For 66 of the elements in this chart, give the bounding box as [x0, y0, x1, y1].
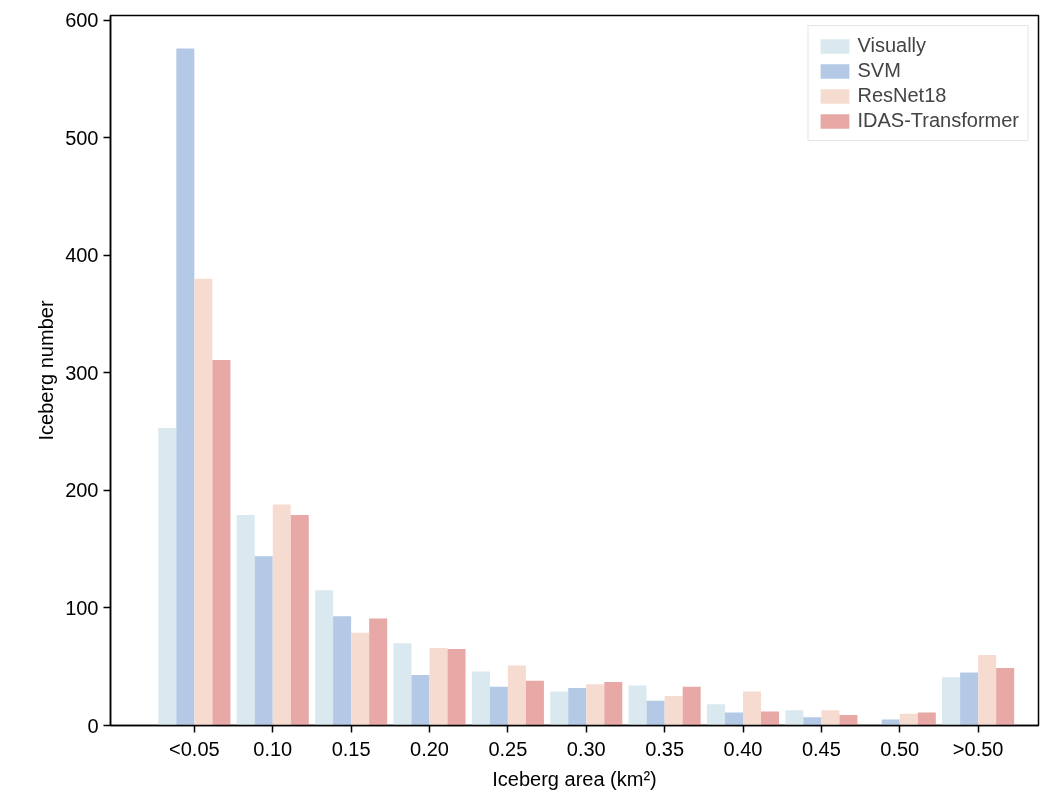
bar — [743, 691, 762, 726]
bar — [942, 677, 961, 726]
bar — [761, 711, 780, 726]
bar — [664, 696, 683, 726]
bar — [290, 515, 309, 726]
bar — [447, 649, 466, 726]
bar — [803, 717, 822, 726]
bar — [351, 632, 370, 726]
bar — [176, 48, 195, 726]
x-tick-label: 0.30 — [566, 737, 606, 760]
bar — [507, 665, 526, 726]
y-tick-label: 500 — [65, 126, 99, 149]
x-tick-label: 0.40 — [723, 737, 763, 760]
bar — [960, 672, 979, 726]
legend-label: ResNet18 — [857, 84, 947, 107]
legend-label: SVM — [857, 59, 901, 82]
bar — [194, 278, 213, 726]
bar — [369, 618, 388, 726]
x-tick-label: 0.20 — [410, 737, 449, 760]
y-axis-title: Iceberg number — [35, 300, 58, 441]
bar — [411, 674, 430, 726]
bar — [604, 682, 623, 726]
bar — [785, 710, 804, 726]
bar — [996, 667, 1015, 726]
bar — [568, 687, 587, 726]
x-tick-label: 0.25 — [488, 737, 528, 760]
y-tick-label: 200 — [65, 479, 99, 502]
bar — [489, 686, 508, 726]
bar — [724, 712, 744, 726]
legend-label: Visually — [857, 34, 927, 57]
x-tick-label: >0.50 — [952, 737, 1004, 760]
bar — [393, 643, 412, 726]
bar — [917, 712, 936, 726]
y-tick-label: 300 — [65, 361, 99, 384]
bar — [333, 616, 352, 726]
bar — [254, 556, 273, 726]
y-tick-label: 100 — [65, 596, 99, 619]
legend-label: IDAS-Transformer — [857, 109, 1019, 132]
bar — [550, 691, 569, 726]
x-tick-label: 0.35 — [645, 737, 685, 760]
bar — [821, 710, 840, 726]
x-tick-label: <0.05 — [169, 737, 220, 760]
bar — [682, 686, 701, 726]
bar — [978, 654, 997, 726]
bar — [899, 713, 918, 726]
bar — [272, 504, 291, 726]
bar — [158, 428, 177, 726]
x-tick-label: 0.15 — [331, 737, 371, 760]
bar — [212, 359, 231, 726]
y-tick-label: 600 — [65, 9, 99, 32]
y-tick-label: 400 — [65, 244, 99, 267]
x-tick-label: 0.50 — [880, 737, 920, 760]
bar — [628, 685, 647, 726]
bar — [646, 700, 665, 726]
bar — [525, 680, 544, 726]
bar — [429, 647, 448, 726]
bar — [236, 515, 255, 726]
x-tick-label: 0.45 — [801, 737, 841, 760]
bar — [315, 590, 334, 726]
y-tick-label: 0 — [87, 714, 99, 737]
x-axis-title: Iceberg area (km²) — [492, 767, 657, 790]
bar — [471, 671, 490, 726]
bar — [706, 704, 725, 726]
bar — [586, 684, 605, 726]
x-tick-label: 0.10 — [253, 737, 293, 760]
bar — [839, 714, 858, 726]
